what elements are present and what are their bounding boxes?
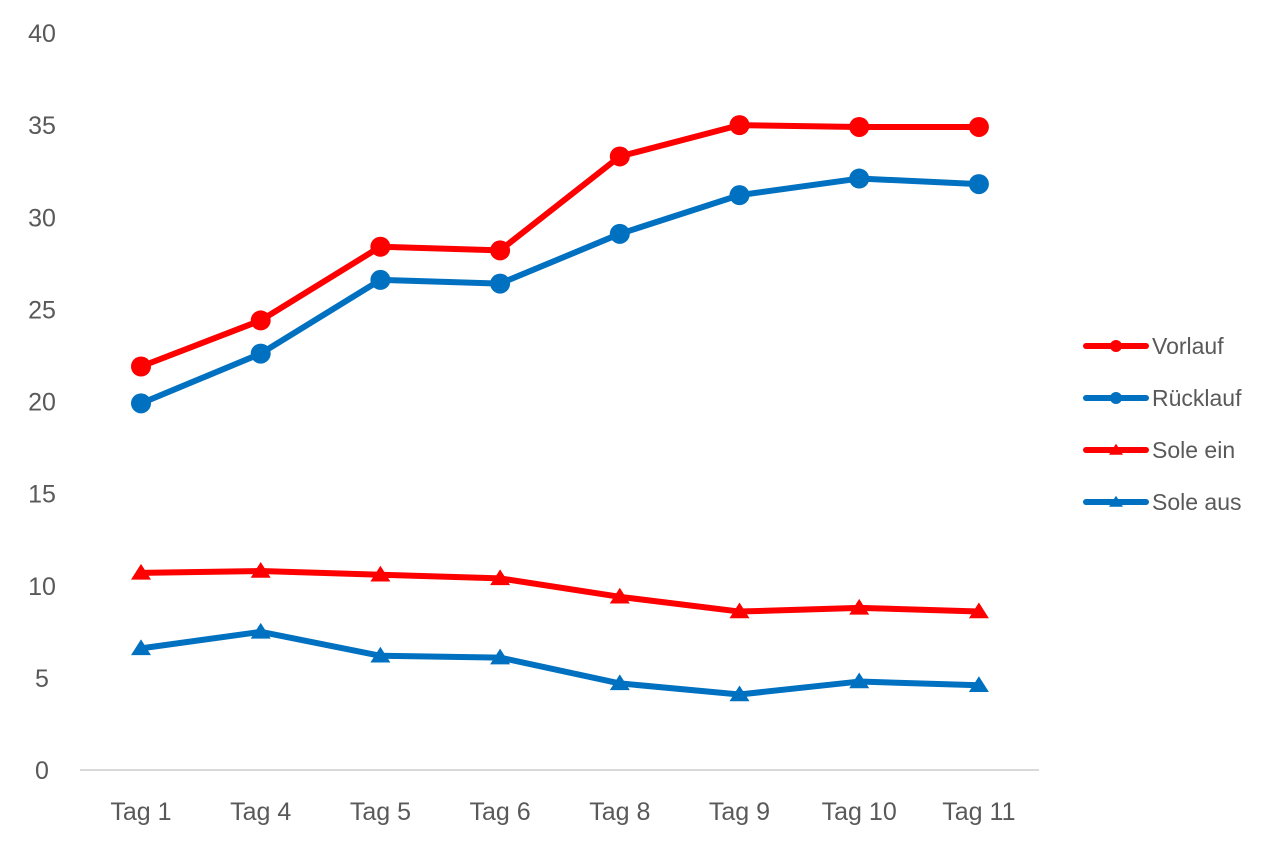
x-tick-label: Tag 8 <box>589 798 650 826</box>
data-point-sole-aus <box>729 685 750 702</box>
data-point-vorlauf <box>968 116 989 137</box>
legend-item-sole-ein: Sole ein <box>1083 437 1235 463</box>
data-point-sole-ein <box>849 598 870 615</box>
series-ruecklauf <box>131 168 989 414</box>
series-sole-ein <box>131 562 989 619</box>
data-point-sole-ein <box>968 602 989 619</box>
y-tick-label: 40 <box>28 20 56 48</box>
data-point-vorlauf <box>370 236 391 257</box>
data-point-sole-aus <box>849 672 870 689</box>
legend-marker <box>1109 443 1123 455</box>
series-sole-aus <box>131 622 989 702</box>
legend-label: Sole aus <box>1152 489 1242 515</box>
data-point-sole-aus <box>250 622 271 639</box>
y-tick-label: 20 <box>28 389 56 417</box>
series-vorlauf <box>131 115 989 377</box>
x-tick-label: Tag 11 <box>942 798 1015 826</box>
data-point-sole-aus <box>370 646 391 663</box>
series-line-sole-ein <box>138 568 982 615</box>
data-point-vorlauf <box>849 116 870 137</box>
x-tick-label: Tag 5 <box>350 798 411 826</box>
x-tick-label: Tag 1 <box>110 798 171 826</box>
x-tick-label: Tag 4 <box>230 798 291 826</box>
y-axis: 0 5 10 15 20 25 30 35 40 <box>28 20 56 785</box>
legend: Vorlauf Rücklauf Sole ein Sole aus <box>1083 333 1242 515</box>
y-tick-label: 35 <box>28 112 56 140</box>
legend-marker <box>1109 495 1123 507</box>
data-point-ruecklauf <box>849 168 870 189</box>
data-point-sole-ein <box>609 587 630 604</box>
y-tick-label: 5 <box>35 665 49 693</box>
data-point-ruecklauf <box>729 185 750 206</box>
legend-label: Rücklauf <box>1152 385 1242 411</box>
y-tick-label: 0 <box>35 757 49 785</box>
legend-item-vorlauf: Vorlauf <box>1083 333 1224 359</box>
data-point-ruecklauf <box>370 269 391 290</box>
y-tick-label: 10 <box>28 573 56 601</box>
x-tick-label: Tag 9 <box>709 798 770 826</box>
data-point-vorlauf <box>490 240 511 261</box>
data-point-sole-aus <box>490 648 511 665</box>
y-tick-label: 15 <box>28 481 56 509</box>
legend-marker <box>1110 392 1122 404</box>
data-point-sole-ein <box>131 563 151 580</box>
data-point-sole-aus <box>968 676 989 692</box>
data-point-sole-ein <box>370 565 391 582</box>
y-tick-label: 25 <box>28 296 56 324</box>
legend-marker <box>1110 340 1122 352</box>
data-point-sole-ein <box>729 602 750 619</box>
data-point-ruecklauf <box>968 174 989 195</box>
data-point-vorlauf <box>729 115 750 136</box>
data-point-sole-aus <box>131 639 151 656</box>
x-tick-label: Tag 6 <box>470 798 531 826</box>
data-point-vorlauf <box>131 356 151 377</box>
data-point-ruecklauf <box>609 223 630 244</box>
data-point-ruecklauf <box>131 393 151 414</box>
series-line-sole-aus <box>138 628 982 698</box>
data-point-sole-ein <box>250 562 271 578</box>
data-point-ruecklauf <box>490 273 511 294</box>
data-point-sole-ein <box>490 569 511 586</box>
x-axis: Tag 1 Tag 4 Tag 5 Tag 6 Tag 8 Tag 9 Tag 10 Tag … <box>80 769 1039 826</box>
data-point-vorlauf <box>609 146 630 167</box>
data-point-ruecklauf <box>250 343 271 364</box>
legend-item-ruecklauf: Rücklauf <box>1083 385 1242 411</box>
data-point-vorlauf <box>250 310 271 331</box>
legend-label: Vorlauf <box>1152 333 1224 359</box>
x-tick-label: Tag 10 <box>822 798 897 826</box>
series-line-vorlauf <box>138 122 982 370</box>
y-tick-label: 30 <box>28 204 56 232</box>
legend-label: Sole ein <box>1152 437 1235 463</box>
data-point-sole-aus <box>609 674 630 691</box>
legend-item-sole-aus: Sole aus <box>1083 489 1242 515</box>
series-line-ruecklauf <box>138 175 982 407</box>
plot-area <box>131 115 989 702</box>
